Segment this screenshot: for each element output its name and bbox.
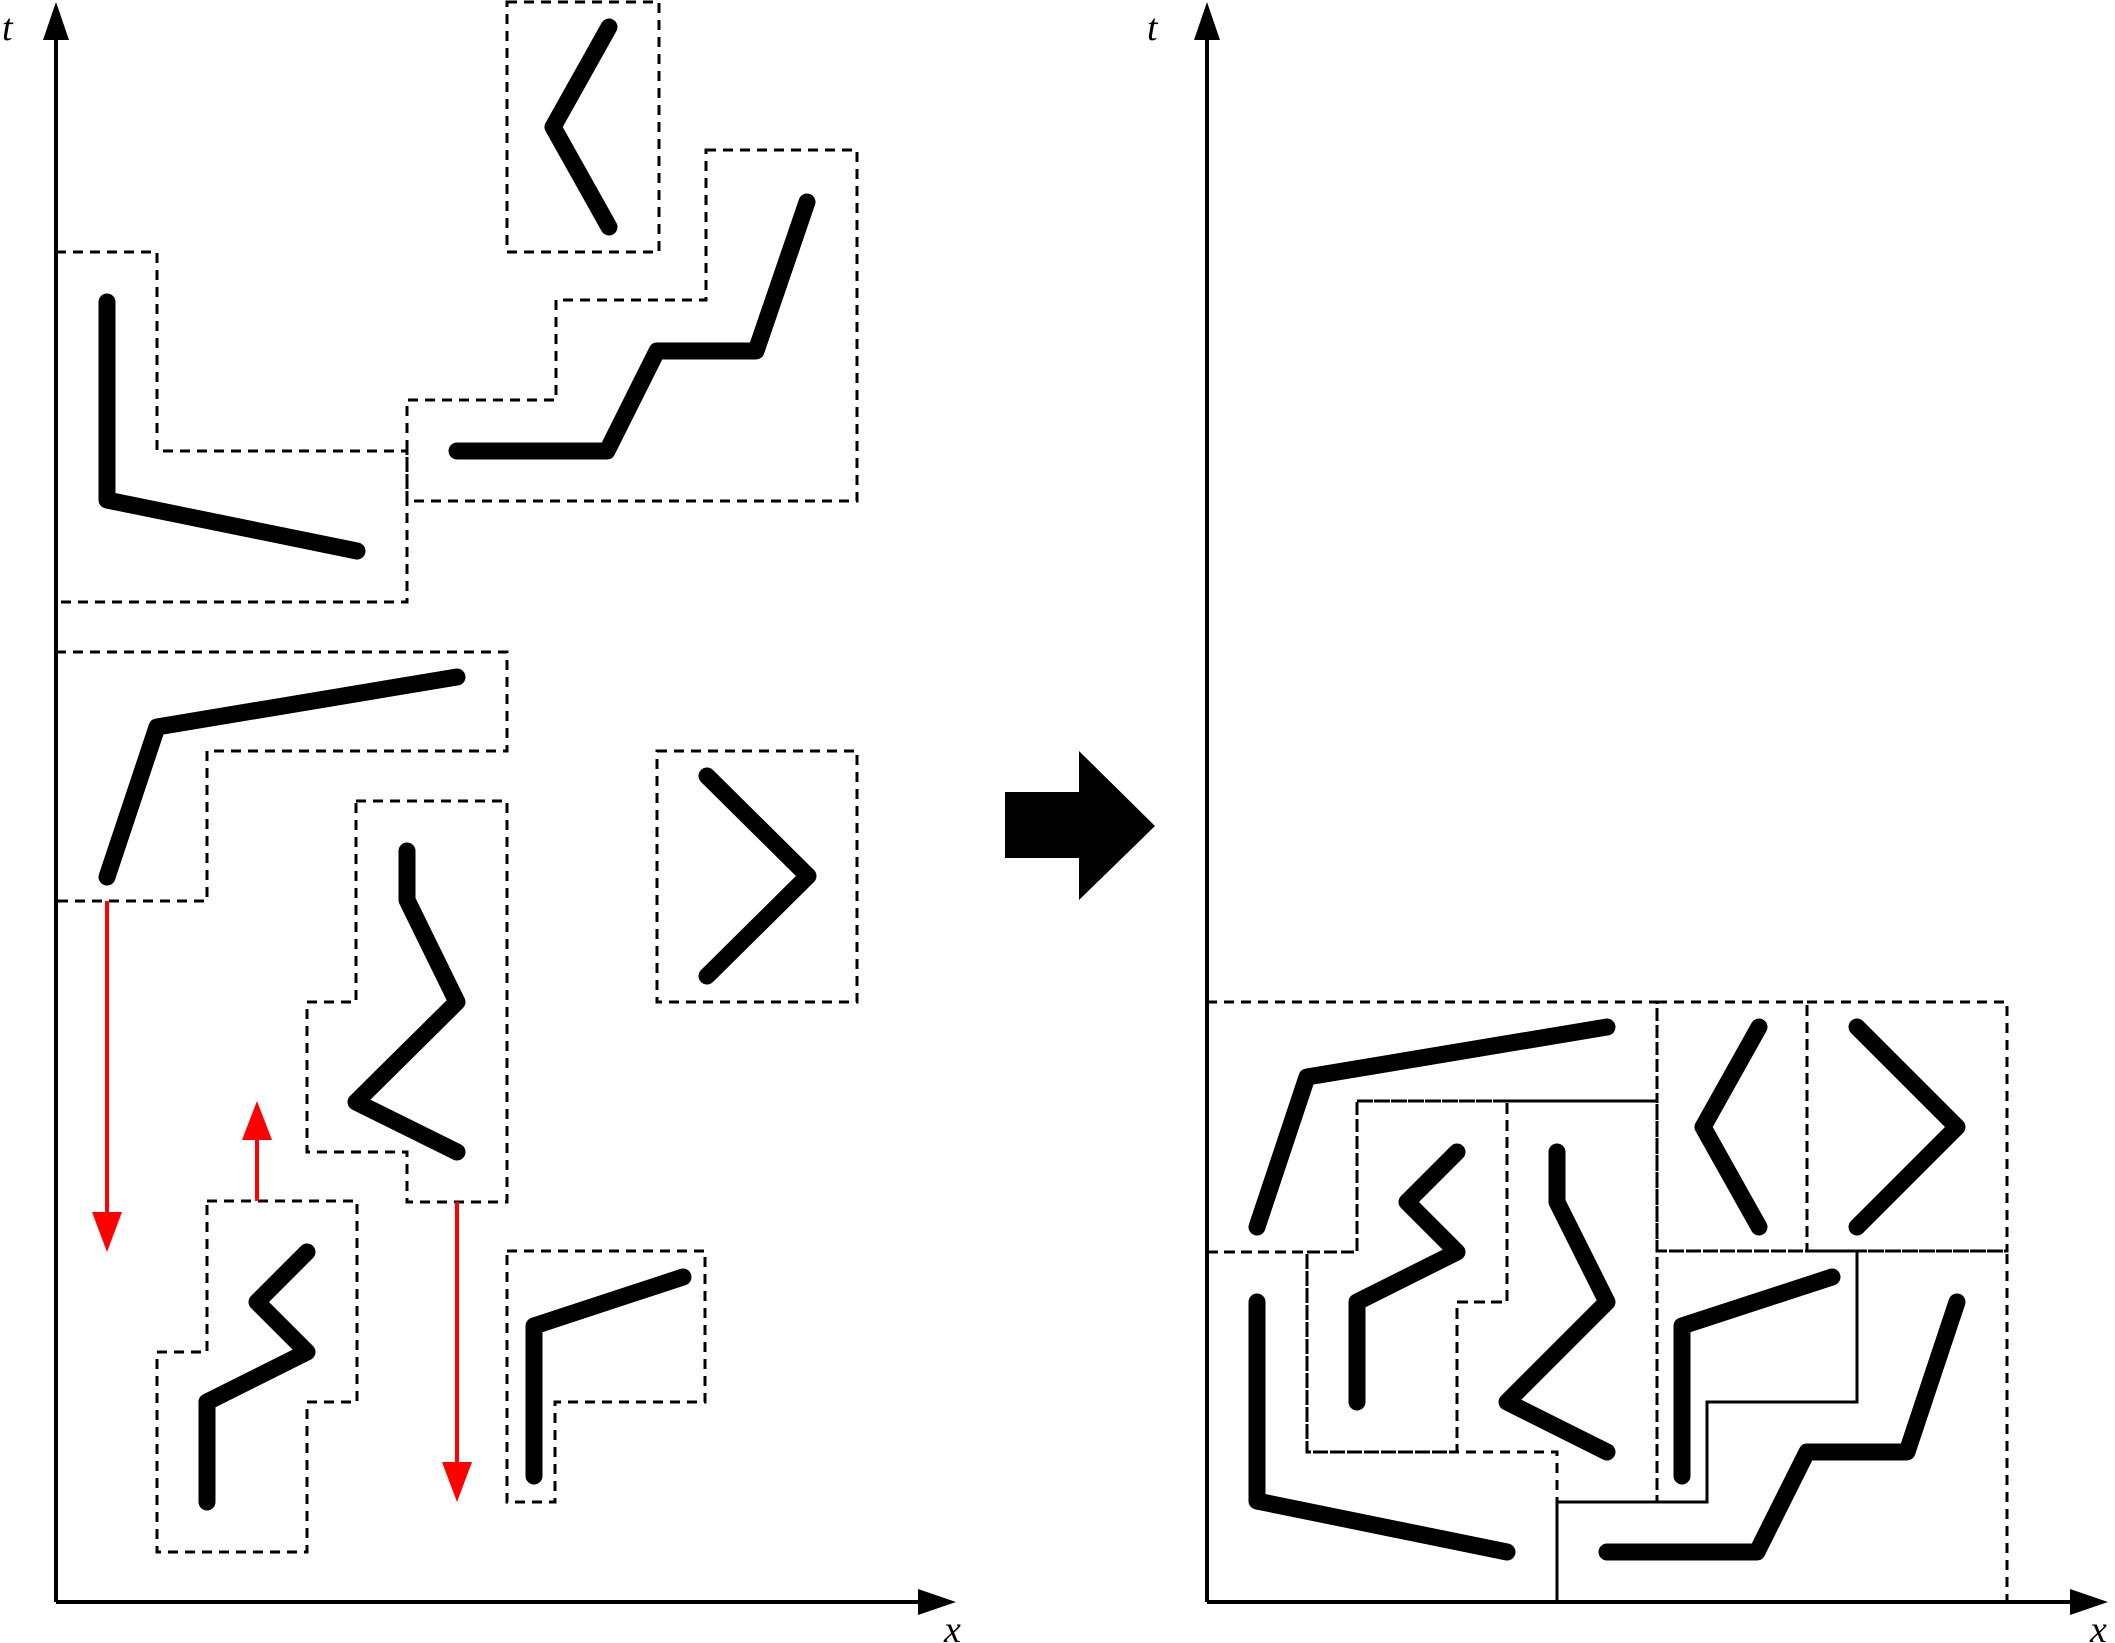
packed-path-zigzag-middle — [1498, 1143, 1616, 1461]
down-arrow-icon — [92, 901, 122, 1252]
right-dashed-regions — [1205, 1000, 2009, 1604]
move-arrow-right-head — [442, 1462, 472, 1502]
right-paths — [1248, 1018, 1966, 1561]
packed-path-right-chevron — [1848, 1018, 1966, 1236]
left-panel: t x — [2, 0, 961, 1643]
left-space-label: x — [943, 1609, 961, 1643]
down-arrow-icon — [442, 1202, 472, 1502]
right-arrow-icon — [1005, 751, 1155, 900]
right-time-label: t — [1147, 7, 1159, 49]
packed-path-zigzag-small — [1348, 1143, 1466, 1411]
move-arrow-left-head — [92, 1212, 122, 1252]
path-l-shape-top — [98, 293, 366, 560]
packed-region-hook — [1205, 1000, 1659, 1254]
packed-path-l-shape-small — [1673, 1268, 1841, 1485]
path-zigzag-small — [198, 1243, 316, 1511]
left-paths — [98, 18, 817, 1511]
packed-path-left-chevron — [1694, 1018, 1768, 1236]
right-time-arrowhead — [1194, 2, 1220, 40]
path-l-shape-small — [525, 1268, 692, 1485]
region-top-chevron — [505, 0, 661, 254]
move-arrow-up-head — [242, 1101, 272, 1140]
packed-region-staircase — [1555, 1249, 2009, 1604]
path-right-chevron — [698, 767, 817, 985]
right-axes: t x — [1147, 2, 2108, 1643]
packed-path-l-shape-large — [1248, 1293, 1516, 1561]
right-space-arrowhead — [2070, 1589, 2108, 1615]
path-staircase — [448, 193, 816, 460]
left-axes: t x — [2, 2, 961, 1643]
packed-region-right-chevron — [1805, 1000, 2009, 1253]
packed-region-l-shape-large — [1205, 1250, 1559, 1604]
packed-region-left-chevron — [1655, 1000, 1809, 1253]
region-zigzag-middle — [305, 799, 509, 1204]
right-space-label: x — [2089, 1609, 2107, 1643]
path-top-chevron — [544, 18, 618, 236]
path-zigzag-middle — [347, 842, 466, 1161]
path-hook — [98, 668, 466, 886]
up-arrow-icon — [242, 1101, 272, 1201]
region-l-shape-small — [505, 1249, 707, 1504]
packed-path-hook — [1248, 1018, 1616, 1236]
left-space-arrowhead — [918, 1589, 956, 1615]
move-arrows — [92, 901, 472, 1502]
right-panel: t x — [1147, 2, 2108, 1643]
left-time-label: t — [2, 7, 14, 49]
region-hook-shape — [54, 650, 509, 903]
left-time-arrowhead — [43, 2, 69, 40]
left-dashed-regions — [54, 0, 859, 1554]
packed-path-staircase — [1598, 1293, 1966, 1561]
region-right-chevron — [655, 749, 859, 1004]
region-zigzag-small — [155, 1199, 359, 1554]
region-l-shape-top — [54, 250, 409, 604]
region-staircase-right — [405, 148, 859, 503]
